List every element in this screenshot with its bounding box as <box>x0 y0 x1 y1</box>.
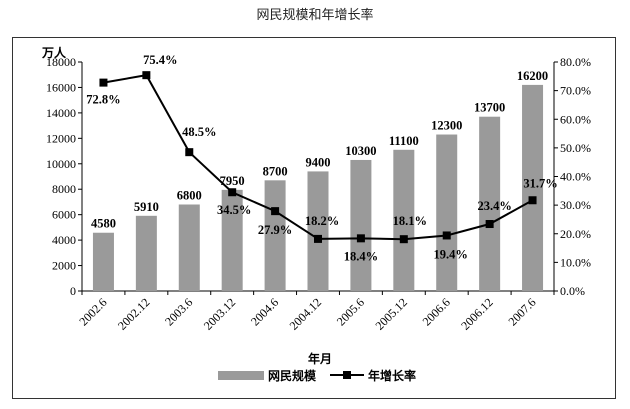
y-tick-label: 0 <box>70 284 76 298</box>
rate-value-label: 19.4% <box>434 247 468 261</box>
bar-value-label: 5910 <box>134 200 159 214</box>
x-tick-label: 2002.6 <box>76 295 109 328</box>
growth-marker <box>185 148 194 157</box>
legend-line-marker <box>343 371 351 379</box>
y-tick-label: 10000 <box>46 157 76 171</box>
y-tick-label: 8000 <box>52 182 76 196</box>
rate-value-label: 18.2% <box>305 214 339 228</box>
bar <box>350 159 372 291</box>
x-tick-label: 2006.6 <box>420 295 453 328</box>
x-tick-label: 2002.12 <box>115 295 152 332</box>
y2-tick-label: 70.0% <box>560 84 591 98</box>
bar <box>307 171 329 291</box>
growth-marker <box>399 235 408 244</box>
y-tick-label: 18000 <box>46 55 76 69</box>
bar <box>479 116 501 291</box>
chart-title: 网民规模和年增长率 <box>256 8 374 23</box>
x-axis-label: 年月 <box>308 351 332 366</box>
bar <box>92 232 114 291</box>
bar-value-label: 7950 <box>220 174 245 188</box>
x-tick-label: 2003.6 <box>162 295 195 328</box>
y-tick-label: 2000 <box>52 259 76 273</box>
x-tick-label: 2005.12 <box>372 295 409 332</box>
y-axis-label: 万人 <box>41 45 67 60</box>
y2-tick-label: 0.0% <box>560 284 585 298</box>
legend: 网民规模 年增长率 <box>218 368 416 383</box>
rate-value-label: 72.8% <box>86 93 120 107</box>
bar-value-label: 10300 <box>345 144 376 158</box>
rate-value-label: 31.7% <box>523 176 557 190</box>
y2-tick-label: 50.0% <box>560 141 591 155</box>
bar <box>393 149 415 291</box>
bar-value-label: 8700 <box>263 164 288 178</box>
bar-value-label: 9400 <box>306 155 331 169</box>
y2-tick-label: 60.0% <box>560 112 591 126</box>
bar-value-label: 11100 <box>389 134 419 148</box>
legend-bar-swatch <box>218 371 264 380</box>
y2-tick-label: 80.0% <box>560 55 591 69</box>
bar-value-label: 12300 <box>431 119 462 133</box>
legend-line-label: 年增长率 <box>368 368 416 383</box>
bar <box>178 204 200 291</box>
bar-value-label: 16200 <box>517 69 548 83</box>
x-tick-label: 2006.12 <box>458 295 495 332</box>
chart-frame <box>12 37 616 399</box>
legend-bar-label: 网民规模 <box>268 368 317 383</box>
rate-value-label: 18.4% <box>344 249 378 263</box>
x-tick-label: 2003.12 <box>201 295 238 332</box>
growth-marker <box>142 71 151 80</box>
y2-tick-label: 40.0% <box>560 170 591 184</box>
y-tick-label: 12000 <box>46 131 76 145</box>
x-tick-label: 2004.12 <box>287 295 324 332</box>
x-tick-label: 2005.6 <box>334 295 367 328</box>
growth-marker <box>99 78 108 87</box>
growth-marker <box>528 196 537 205</box>
growth-marker <box>485 220 494 229</box>
y-tick-label: 14000 <box>46 106 76 120</box>
y2-tick-label: 20.0% <box>560 227 591 241</box>
growth-marker <box>314 234 322 243</box>
growth-marker <box>356 234 365 243</box>
y2-tick-label: 10.0% <box>560 255 591 269</box>
bar <box>221 189 243 291</box>
bar-value-label: 13700 <box>474 101 505 115</box>
rate-value-label: 75.4% <box>143 53 177 67</box>
bar <box>135 215 157 291</box>
rate-value-label: 48.5% <box>182 125 216 139</box>
x-tick-label: 2004.6 <box>248 295 281 328</box>
y-tick-label: 16000 <box>46 80 76 94</box>
bar <box>436 134 458 291</box>
growth-marker <box>271 207 280 216</box>
growth-marker <box>228 188 237 197</box>
y-tick-label: 4000 <box>52 233 76 247</box>
bar-value-label: 6800 <box>177 188 202 202</box>
rate-value-label: 27.9% <box>258 223 292 237</box>
bar-value-label: 4580 <box>91 217 116 231</box>
growth-marker <box>442 231 451 240</box>
rate-value-label: 23.4% <box>477 199 511 213</box>
bar <box>522 84 544 292</box>
y-tick-label: 6000 <box>52 208 76 222</box>
x-tick-label: 2007.6 <box>505 295 538 328</box>
y2-tick-label: 30.0% <box>560 198 591 212</box>
rate-value-label: 34.5% <box>217 203 251 217</box>
rate-value-label: 18.1% <box>393 214 427 228</box>
